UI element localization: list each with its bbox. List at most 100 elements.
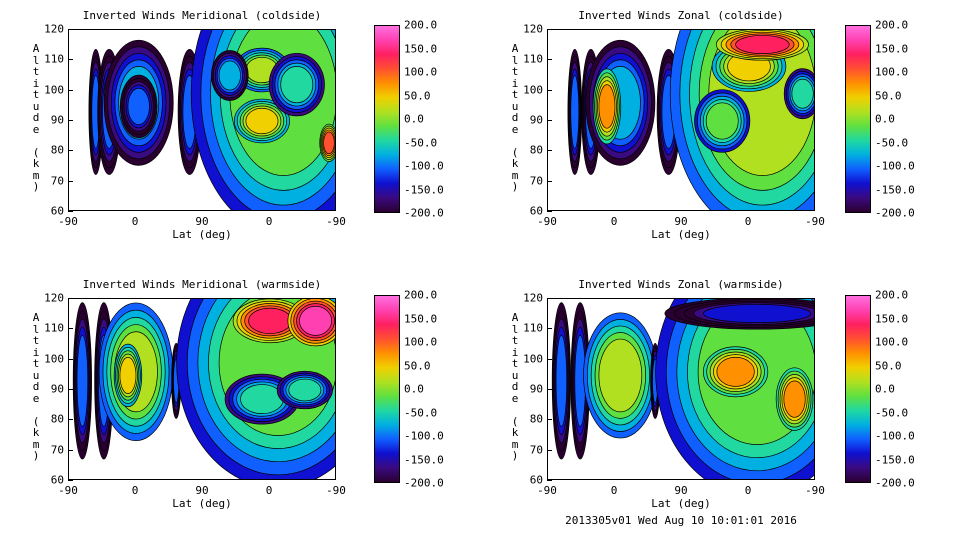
y-tick-label: 110 [44,321,64,335]
x-axis-label: Lat (deg) [651,497,711,510]
y-tick-label: 120 [44,22,64,36]
chart-title: Inverted Winds Meridional (warmside) [82,278,322,291]
y-tick-mark [547,328,552,330]
y-tick-mark [68,419,73,421]
footer-timestamp: 2013305v01 Wed Aug 10 10:01:01 2016 [565,514,797,527]
contour-region [570,75,580,149]
y-tick-mark [547,298,552,299]
x-tick-label: -90 [537,215,557,228]
contour-field [551,299,814,479]
colorbar-tick-label: 150.0 [404,312,438,325]
contour-region [280,66,314,104]
y-tick-label: 100 [523,352,543,366]
colorbar-tick-label: 150.0 [875,42,909,55]
y-tick-label: 70 [529,174,543,188]
colorbar-tick-label: -150.0 [875,453,915,466]
x-axis-label: Lat (deg) [172,228,232,241]
y-tick-mark [547,180,552,182]
colorbar-tick-label: -150.0 [404,453,444,466]
colorbar-tick-label: -200.0 [404,206,444,220]
contour-field [72,299,335,479]
colorbar-tick-label: 200.0 [875,288,909,302]
colorbar-tick-label: 100.0 [404,335,438,349]
y-tick-label: 80 [50,412,64,426]
y-tick-label: 80 [529,412,543,426]
chart-title: Inverted Winds Meridional (coldside) [82,9,322,22]
contour-region [76,335,89,427]
y-tick-mark [68,480,73,481]
colorbar-tick-label: 150.0 [875,312,909,325]
y-tick-label: 120 [44,291,64,305]
x-tick-label: 90 [674,484,688,497]
colorbar [374,25,400,213]
y-tick-mark [547,211,552,212]
y-tick-mark [68,180,73,182]
y-tick-label: 90 [50,113,64,127]
x-tick-label: -90 [805,215,825,228]
x-axis-label: Lat (deg) [172,497,232,510]
x-tick-label: 0 [610,215,618,228]
y-tick-mark [547,89,552,91]
y-tick-label: 110 [523,52,543,66]
x-tick-label: 0 [265,484,273,497]
y-tick-label: 70 [529,443,543,457]
colorbar-tick-label: -100.0 [875,159,915,173]
contour-region [323,131,335,155]
y-tick-mark [547,480,552,481]
contour-field [88,30,335,210]
colorbar-tick-label: -100.0 [404,429,444,443]
x-tick-label: 0 [131,215,139,228]
colorbar-tick-label: -200.0 [875,476,915,490]
colorbar [374,295,400,483]
plot-area [68,29,336,211]
x-tick-label: -90 [326,215,346,228]
plot-area [547,298,815,480]
y-tick-mark [68,358,73,360]
contour-region [703,304,811,324]
y-tick-mark [68,150,73,152]
y-tick-label: 120 [523,291,543,305]
colorbar-tick-label: -200.0 [404,476,444,490]
colorbar-tick-label: -100.0 [875,429,915,443]
colorbar-tick-label: -150.0 [875,183,915,196]
colorbar-tick-label: 50.0 [875,359,902,372]
contour-region [716,356,755,387]
x-tick-label: 90 [674,215,688,228]
contour-region [248,307,292,334]
y-tick-mark [68,298,73,299]
y-tick-label: 70 [50,443,64,457]
y-tick-mark [68,29,73,30]
y-tick-label: 110 [523,321,543,335]
contour-region [555,335,568,427]
y-tick-mark [68,89,73,91]
contour-region [791,78,814,109]
colorbar-tick-label: 150.0 [404,42,438,55]
colorbar [845,25,871,213]
colorbar-tick-label: 0.0 [404,112,424,126]
x-tick-label: -90 [805,484,825,497]
y-tick-label: 90 [529,382,543,396]
colorbar-tick-label: 0.0 [875,382,895,396]
y-tick-mark [68,389,73,390]
chart-title: Inverted Winds Zonal (coldside) [578,9,784,22]
y-tick-label: 60 [50,204,64,218]
colorbar-tick-label: 50.0 [875,89,902,102]
y-tick-label: 90 [529,113,543,127]
y-tick-label: 120 [523,22,543,36]
y-tick-label: 60 [50,473,64,487]
y-tick-mark [68,449,73,451]
y-tick-label: 70 [50,174,64,188]
y-tick-label: 100 [44,352,64,366]
colorbar-tick-label: 0.0 [404,382,424,396]
colorbar-tick-label: -150.0 [404,183,444,196]
colorbar-tick-label: 0.0 [875,112,895,126]
contour-region [598,338,643,413]
y-tick-mark [547,120,552,121]
y-tick-label: 80 [50,143,64,157]
y-tick-label: 100 [523,83,543,97]
y-tick-label: 60 [529,204,543,218]
y-tick-label: 100 [44,83,64,97]
